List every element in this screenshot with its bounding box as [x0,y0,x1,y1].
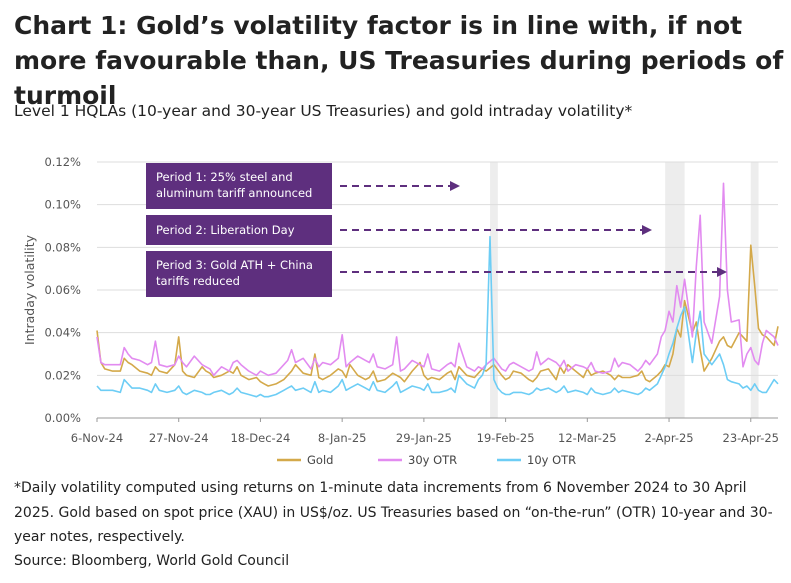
source-note: Source: Bloomberg, World Gold Council [14,553,290,569]
x-tick-label: 29-Jan-25 [396,431,452,445]
annotation-text: aluminum tariff announced [156,186,312,200]
annotation-arrowhead [717,267,727,277]
axes: 0.00% 0.02% 0.04% 0.06% 0.08% 0.10% 0.12% 6-Nov… [22,155,779,445]
y-tick-label: 0.08% [44,240,81,254]
annotation-box-3 [146,251,332,297]
chart-title: Chart 1: Gold’s volatility factor is in … [14,11,784,110]
y-tick-label: 0.00% [44,411,81,425]
series-lines [96,182,779,398]
y-tick-label: 0.02% [44,368,81,382]
y-tick-label: 0.12% [44,155,81,169]
series-line-30y-otr [96,182,779,377]
annotation-arrowhead [450,181,460,191]
x-tick-label: 6-Nov-24 [71,431,123,445]
x-tick-label: 23-Apr-25 [723,431,779,445]
chart-subtitle: Level 1 HQLAs (10-year and 30-year US Tr… [14,102,633,120]
legend-label: 10y OTR [527,453,576,467]
x-tick-label: 27-Nov-24 [149,431,209,445]
series-line-10y-otr [96,235,779,398]
annotation-text: Period 1: 25% steel and [156,170,293,184]
y-tick-label: 0.04% [44,326,81,340]
annotation-text: Period 3: Gold ATH + China [156,258,313,272]
x-tick-label: 2-Apr-25 [644,431,693,445]
footnote: *Daily volatility computed using returns… [14,480,773,545]
x-tick-label: 12-Mar-25 [558,431,617,445]
series-line-gold [96,244,779,387]
y-tick-label: 0.10% [44,198,81,212]
x-tick-label: 18-Dec-24 [231,431,291,445]
y-axis-title: Intraday volatility [22,234,37,345]
annotations: Period 1: 25% steel and aluminum tariff a… [146,163,727,297]
x-tick-label: 19-Feb-25 [477,431,535,445]
annotation-text: tariffs reduced [156,274,240,288]
y-tick-label: 0.06% [44,283,81,297]
legend-label: 30y OTR [408,453,457,467]
legend-label: Gold [307,453,333,467]
x-tick-label: 8-Jan-25 [318,431,367,445]
legend: Gold 30y OTR 10y OTR [277,453,576,467]
annotation-arrowhead [642,225,652,235]
line-chart: Period 1: 25% steel and aluminum tariff a… [22,155,779,467]
annotation-box-1 [146,163,332,209]
annotation-text: Period 2: Liberation Day [156,223,295,237]
annotation-box-2 [146,215,332,245]
